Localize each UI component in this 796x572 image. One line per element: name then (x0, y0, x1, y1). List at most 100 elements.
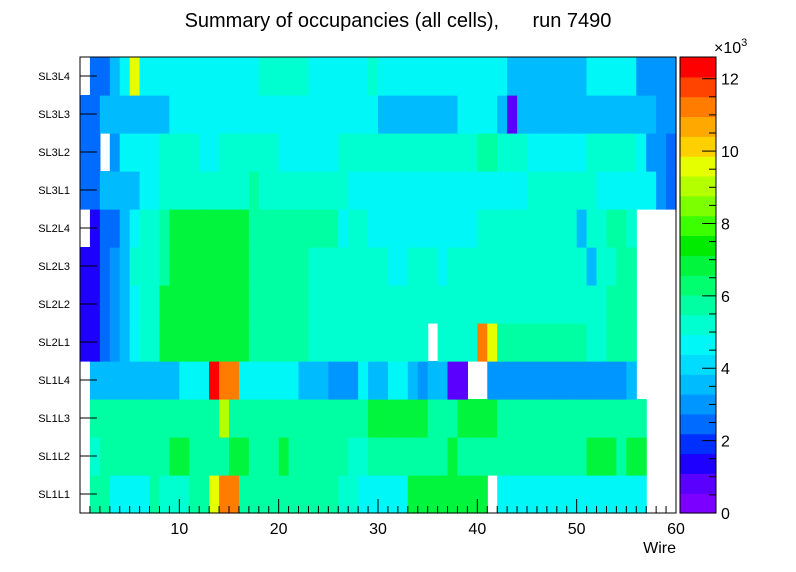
heatmap-cell (308, 247, 319, 286)
heatmap-cell (417, 171, 429, 210)
heatmap-cell (368, 57, 379, 96)
heatmap-cell (626, 323, 637, 362)
heatmap-cell (437, 171, 449, 210)
heatmap-cell (626, 171, 637, 210)
heatmap-cell (288, 133, 300, 172)
heatmap-cell (119, 475, 131, 514)
heatmap-cell (338, 361, 349, 400)
heatmap-cell (606, 285, 617, 324)
heatmap-cell (457, 57, 468, 96)
heatmap-cell (437, 209, 449, 248)
heatmap-cell (348, 171, 359, 210)
heatmap-cell (507, 57, 518, 96)
heatmap-cell (527, 437, 538, 476)
heatmap-cell (328, 209, 339, 248)
heatmap-cell (129, 323, 141, 362)
heatmap-cell (596, 399, 608, 438)
heatmap-cell (606, 171, 617, 210)
x-tick-label: 50 (568, 521, 586, 538)
heatmap-cell (308, 285, 319, 324)
heatmap-cell (348, 399, 359, 438)
heatmap-cell (517, 209, 528, 248)
heatmap-cell (248, 247, 260, 286)
heatmap-cell (199, 247, 210, 286)
heatmap-cell (129, 209, 141, 248)
heatmap-cell (378, 285, 389, 324)
heatmap-cell (507, 323, 518, 362)
heatmap-cell (497, 437, 508, 476)
heatmap-cell (447, 361, 459, 400)
z-tick-label: 12 (721, 72, 739, 89)
heatmap-cell (308, 399, 319, 438)
heatmap-cell (576, 95, 588, 134)
heatmap-cell (278, 247, 290, 286)
heatmap-cell (189, 95, 200, 134)
heatmap-cell (378, 95, 389, 134)
heatmap-cell (278, 209, 290, 248)
heatmap-cell (308, 475, 319, 514)
heatmap-cell (179, 285, 190, 324)
heatmap-cell (536, 399, 548, 438)
heatmap-cell (536, 323, 548, 362)
heatmap-cell (397, 285, 409, 324)
heatmap-cell (119, 57, 131, 96)
heatmap-cell (606, 95, 617, 134)
heatmap-cell (467, 475, 478, 514)
heatmap-cell (417, 57, 429, 96)
heatmap-cell (387, 361, 399, 400)
heatmap-cell (616, 133, 627, 172)
heatmap-cell (387, 133, 399, 172)
heatmap-cell (179, 323, 190, 362)
heatmap-cell (616, 171, 627, 210)
heatmap-cell (229, 95, 240, 134)
heatmap-cell (348, 133, 359, 172)
heatmap-cell (209, 399, 220, 438)
palette-swatch (680, 195, 716, 217)
y-tick-label: SL3L1 (38, 185, 70, 197)
heatmap-cell (536, 475, 548, 514)
heatmap-cell (397, 247, 409, 286)
heatmap-cell (636, 171, 647, 210)
heatmap-cell (129, 247, 141, 286)
heatmap-cell (278, 361, 290, 400)
heatmap-cell (338, 133, 349, 172)
heatmap-cell (219, 323, 230, 362)
heatmap-cell (477, 171, 488, 210)
z-tick-label: 8 (721, 216, 730, 233)
heatmap-cell (616, 57, 627, 96)
heatmap-cell (507, 361, 518, 400)
heatmap-cell (407, 209, 419, 248)
heatmap-cell (298, 57, 310, 96)
heatmap-cell (487, 247, 498, 286)
heatmap-cell (517, 399, 528, 438)
heatmap-cell (636, 399, 647, 438)
palette-swatch (680, 215, 716, 237)
heatmap-cell (109, 323, 121, 362)
heatmap-cell (268, 285, 280, 324)
x-tick-label: 30 (369, 521, 387, 538)
heatmap-cell (487, 95, 498, 134)
x-tick-label: 20 (270, 521, 288, 538)
heatmap-cell (288, 285, 300, 324)
heatmap-cell (586, 323, 598, 362)
heatmap-cell (99, 171, 111, 210)
heatmap-cell (139, 437, 151, 476)
heatmap-cell (527, 209, 538, 248)
heatmap-cell (387, 209, 399, 248)
heatmap-cell (636, 57, 647, 96)
heatmap-cell (576, 399, 588, 438)
color-palette: 0 2 4 6 8 10 12 (679, 56, 739, 523)
heatmap-cell (129, 171, 141, 210)
palette-swatch (680, 413, 716, 435)
heatmap-cell (229, 57, 240, 96)
heatmap-cell (219, 247, 230, 286)
y-axis: SL1L1 SL1L2 SL1L3 SL1L4 SL2L1 SL2L2 SL2L3 SL2L4… (38, 71, 97, 501)
heatmap-cell (536, 209, 548, 248)
heatmap-cell (348, 323, 359, 362)
heatmap-cell (417, 399, 429, 438)
heatmap-cell (99, 475, 111, 514)
heatmap-cell (348, 475, 359, 514)
heatmap-cell (129, 399, 141, 438)
heatmap-cell (596, 323, 608, 362)
heatmap-cell (517, 475, 528, 514)
